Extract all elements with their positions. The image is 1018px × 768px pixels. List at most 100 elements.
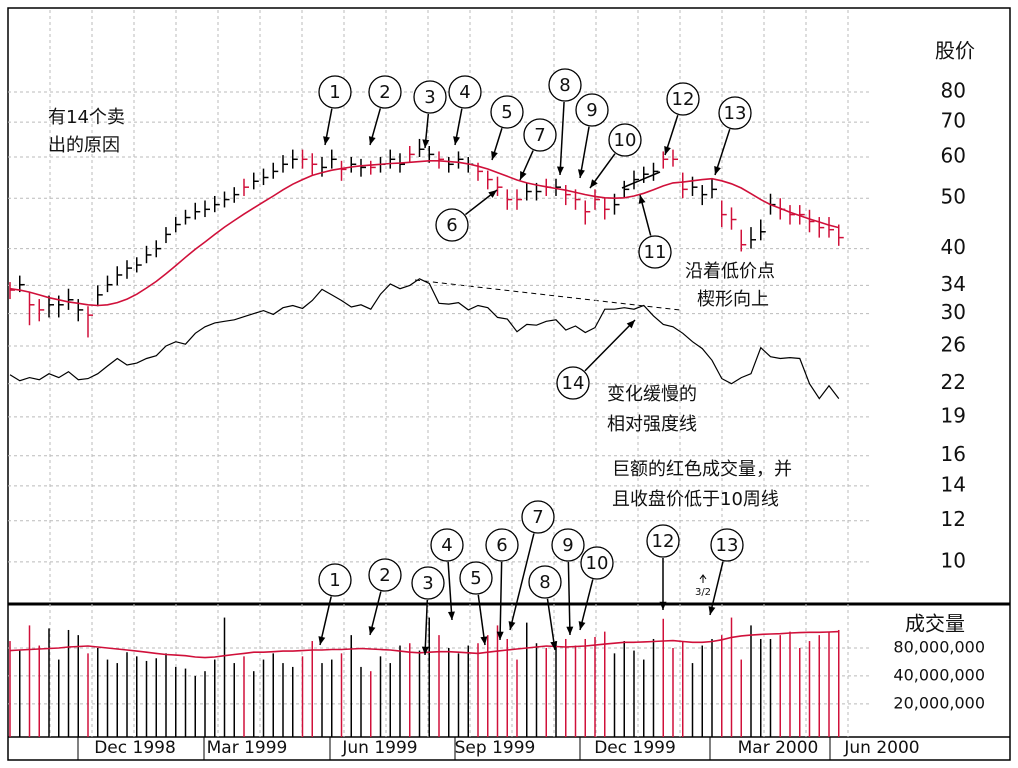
x-tick-label: Mar 2000 — [738, 738, 819, 758]
marker-arrowhead — [491, 151, 498, 160]
marker-circle — [575, 93, 609, 127]
marker-label: 8 — [559, 75, 570, 96]
marker-circle — [435, 208, 469, 242]
marker-label: 12 — [652, 531, 675, 552]
x-tick-label: Dec 1998 — [94, 738, 176, 758]
marker-label: 9 — [562, 535, 573, 556]
marker-circle — [318, 75, 352, 109]
marker-circle — [608, 123, 642, 157]
marker-circle — [318, 563, 352, 597]
marker-label: 12 — [672, 89, 695, 110]
marker-circle — [523, 118, 557, 152]
marker-arrowhead — [323, 136, 330, 145]
marker-arrowhead — [550, 641, 558, 650]
x-tick-label: Mar 1999 — [207, 738, 288, 758]
marker-arrow — [477, 594, 486, 646]
marker-label: 6 — [496, 535, 507, 556]
marker-circle — [718, 96, 752, 130]
marker-arrowhead — [566, 626, 574, 635]
note: 巨额的红色成交量，并 — [612, 459, 792, 480]
marker-arrowhead — [590, 179, 598, 188]
marker-circle — [710, 528, 744, 562]
marker-circle — [638, 235, 672, 269]
marker-arrowhead — [368, 136, 376, 145]
marker-label: 11 — [644, 242, 667, 263]
y-tick-label: 19 — [941, 403, 966, 427]
marker-label: 4 — [441, 535, 452, 556]
note: 出的原因 — [48, 135, 120, 156]
marker-arrow — [709, 561, 724, 616]
marker-arrowhead — [421, 646, 429, 655]
marker-arrowhead — [714, 166, 721, 175]
x-tick-label: Jun 2000 — [843, 738, 919, 758]
marker-arrowhead — [520, 171, 527, 180]
marker-circle — [459, 561, 493, 595]
marker-arrow — [499, 561, 503, 641]
volume-tick-label: 40,000,000 — [893, 665, 985, 684]
marker-label: 5 — [470, 568, 481, 589]
volume-note: 3/2 — [695, 587, 711, 598]
marker-arrowhead — [480, 636, 488, 645]
y-tick-label: 60 — [941, 144, 966, 168]
volume-title: 成交量 — [905, 612, 965, 636]
y-tick-label: 80 — [941, 79, 966, 103]
marker-label: 9 — [586, 100, 597, 121]
y-tick-label: 40 — [941, 235, 966, 259]
marker-arrow — [509, 533, 535, 631]
marker-circle — [666, 82, 700, 116]
note: 楔形向上 — [697, 289, 769, 310]
marker-label: 13 — [716, 535, 739, 556]
marker-arrow — [579, 579, 594, 631]
marker-circle — [580, 546, 614, 580]
marker-label: 13 — [724, 103, 747, 124]
marker-arrow — [546, 598, 556, 651]
marker-label: 1 — [329, 82, 340, 103]
x-tick-label: Jun 1999 — [341, 738, 417, 758]
marker-circle — [413, 80, 447, 114]
y-tick-label: 70 — [941, 109, 966, 133]
marker-circle — [411, 566, 445, 600]
marker-label: 7 — [534, 125, 545, 146]
marker-circle — [556, 366, 590, 400]
y-tick-label: 10 — [941, 548, 966, 572]
marker-arrowhead — [578, 621, 586, 630]
note: 有14个卖 — [48, 107, 125, 128]
wedge-line — [621, 171, 661, 189]
y-title: 股价 — [935, 39, 975, 63]
marker-arrowhead — [318, 636, 326, 645]
marker-circle — [521, 500, 555, 534]
marker-circle — [646, 524, 680, 558]
volume-tick-label: 20,000,000 — [893, 693, 985, 712]
marker-arrowhead — [453, 136, 460, 145]
note: 且收盘价低于10周线 — [612, 489, 779, 510]
marker-circle — [548, 68, 582, 102]
marker-label: 5 — [501, 102, 512, 123]
marker-arrowhead — [626, 320, 635, 329]
marker-arrowhead — [508, 621, 516, 630]
rs-line — [9, 278, 840, 400]
marker-arrowhead — [422, 139, 430, 148]
marker-label: 3 — [424, 87, 435, 108]
marker-circle — [430, 528, 464, 562]
marker-label: 10 — [614, 130, 637, 151]
marker-circle — [528, 565, 562, 599]
marker-arrow — [447, 561, 453, 621]
marker-label: 8 — [539, 572, 550, 593]
y-tick-label: 14 — [941, 472, 966, 496]
volume-tick-label: 80,000,000 — [893, 637, 985, 656]
note-arrow — [699, 574, 707, 583]
marker-circle — [490, 95, 524, 129]
marker-label: 14 — [562, 373, 585, 394]
marker-label: 4 — [459, 82, 470, 103]
marker-circle — [448, 75, 482, 109]
marker-label: 2 — [379, 565, 390, 586]
marker-label: 3 — [422, 573, 433, 594]
marker-arrow — [567, 561, 571, 636]
marker-arrow — [559, 101, 565, 176]
marker-circle — [368, 75, 402, 109]
note: 沿着低价点 — [685, 261, 775, 282]
trend-line — [414, 279, 681, 311]
marker-arrowhead — [496, 631, 504, 640]
y-tick-label: 12 — [941, 507, 966, 531]
x-tick-label: Sep 1999 — [455, 738, 536, 758]
